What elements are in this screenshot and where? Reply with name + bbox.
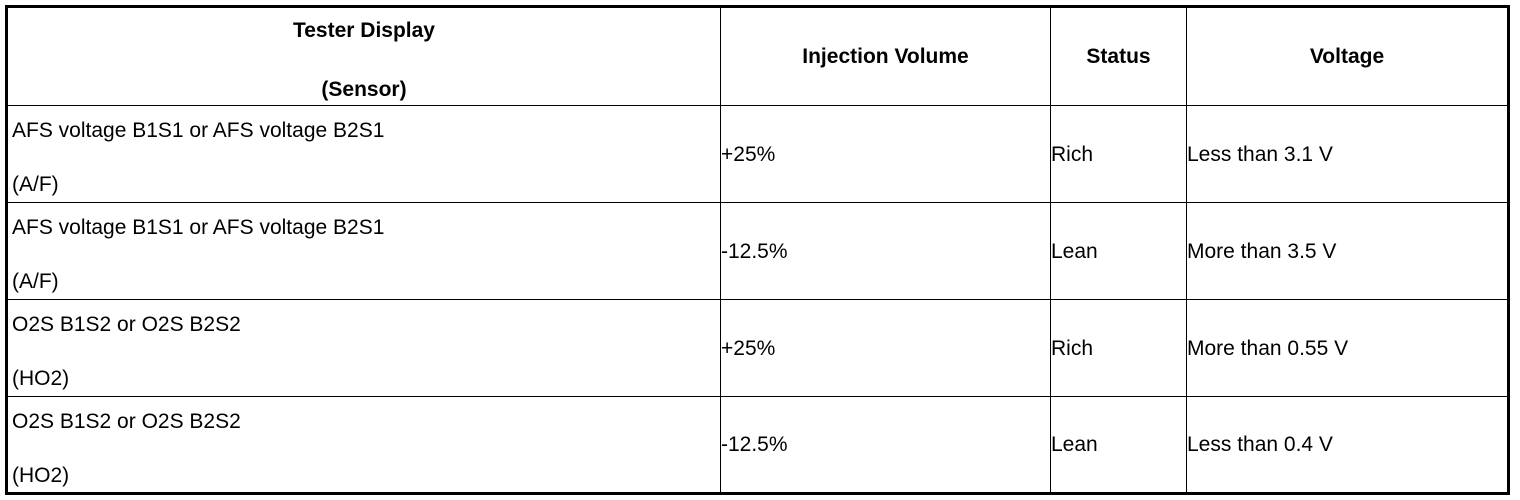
sensor-type: (A/F) — [12, 173, 59, 196]
sensor-spec-table: Tester Display (Sensor) Injection Volume… — [5, 5, 1510, 495]
sensor-name: O2S B1S2 or O2S B2S2 — [12, 410, 241, 433]
injection-volume-cell: +25% — [720, 299, 1051, 397]
sensor-name: O2S B1S2 or O2S B2S2 — [12, 313, 241, 336]
injection-volume-cell: -12.5% — [720, 396, 1051, 494]
injection-volume-cell: +25% — [720, 105, 1051, 203]
voltage-cell: Less than 0.4 V — [1186, 396, 1509, 494]
status-cell: Lean — [1050, 202, 1187, 300]
voltage-cell: More than 3.5 V — [1186, 202, 1509, 300]
sensor-name: AFS voltage B1S1 or AFS voltage B2S1 — [12, 119, 385, 142]
sensor-cell: AFS voltage B1S1 or AFS voltage B2S1 (A/… — [6, 202, 721, 300]
table-row: O2S B1S2 or O2S B2S2 (HO2) +25% Rich Mor… — [6, 299, 1509, 397]
table-header-row: Tester Display (Sensor) Injection Volume… — [6, 6, 1509, 106]
sensor-type: (A/F) — [12, 270, 59, 293]
header-sensor-label: (Sensor) — [321, 78, 407, 101]
voltage-cell: Less than 3.1 V — [1186, 105, 1509, 203]
header-tester-display: Tester Display (Sensor) — [6, 6, 721, 106]
injection-volume-cell: -12.5% — [720, 202, 1051, 300]
table-row: O2S B1S2 or O2S B2S2 (HO2) -12.5% Lean L… — [6, 396, 1509, 494]
sensor-cell: O2S B1S2 or O2S B2S2 (HO2) — [6, 299, 721, 397]
header-status: Status — [1050, 6, 1187, 106]
table-row: AFS voltage B1S1 or AFS voltage B2S1 (A/… — [6, 202, 1509, 300]
table-row: AFS voltage B1S1 or AFS voltage B2S1 (A/… — [6, 105, 1509, 203]
sensor-cell: O2S B1S2 or O2S B2S2 (HO2) — [6, 396, 721, 494]
header-tester-display-label: Tester Display — [292, 19, 435, 42]
sensor-cell: AFS voltage B1S1 or AFS voltage B2S1 (A/… — [6, 105, 721, 203]
voltage-cell: More than 0.55 V — [1186, 299, 1509, 397]
sensor-type: (HO2) — [12, 464, 70, 487]
sensor-name: AFS voltage B1S1 or AFS voltage B2S1 — [12, 216, 385, 239]
header-injection-volume: Injection Volume — [720, 6, 1051, 106]
sensor-type: (HO2) — [12, 367, 70, 390]
status-cell: Lean — [1050, 396, 1187, 494]
status-cell: Rich — [1050, 105, 1187, 203]
status-cell: Rich — [1050, 299, 1187, 397]
header-voltage: Voltage — [1186, 6, 1509, 106]
